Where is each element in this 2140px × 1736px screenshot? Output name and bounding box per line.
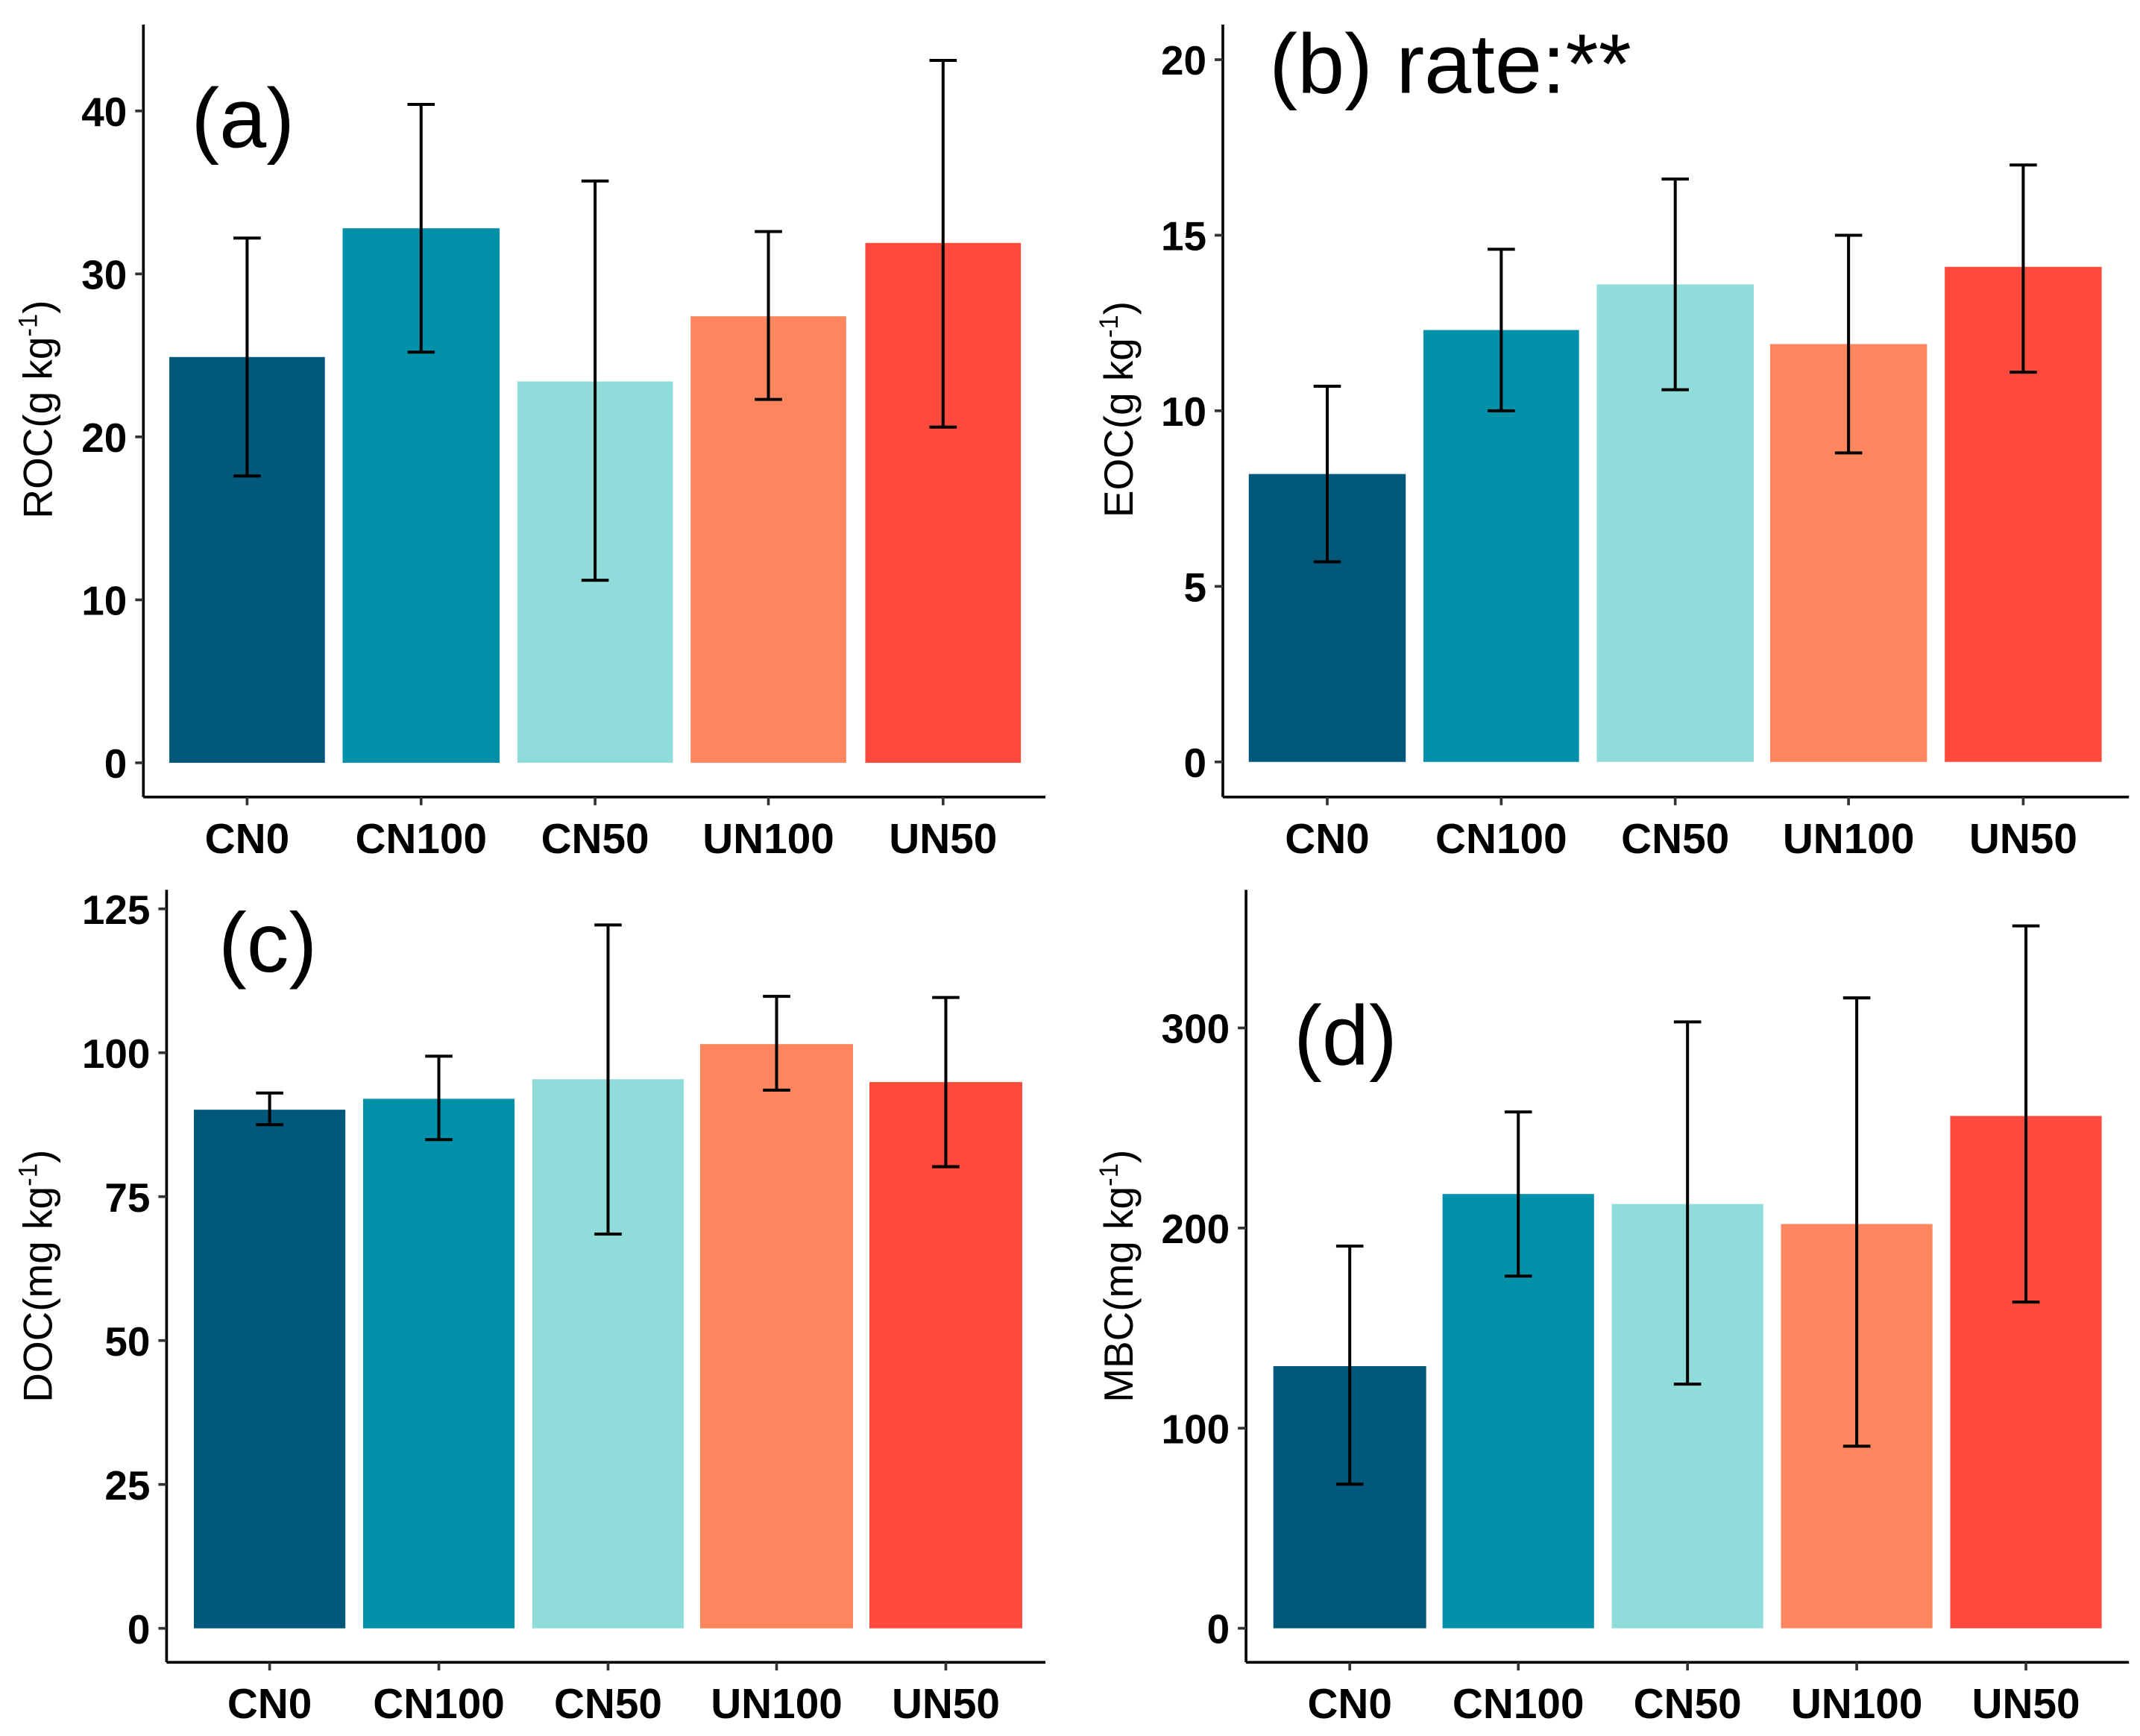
y-axis-label-close: ) [15, 300, 61, 313]
y-tick-label: 10 [81, 578, 127, 624]
error-bar [763, 995, 790, 1092]
error-bar [1335, 1244, 1364, 1486]
y-tick-label: 75 [104, 1174, 150, 1221]
y-axis-label-superscript: -1 [15, 1163, 43, 1186]
y-axis-label: ROC(g kg-1) [15, 300, 61, 518]
y-axis-label-superscript: -1 [1095, 315, 1124, 338]
y-tick-label: 20 [81, 415, 127, 461]
error-bar [1504, 1110, 1532, 1278]
y-axis-label-superscript: -1 [1095, 1163, 1124, 1186]
x-tick-label: CN0 [1307, 1681, 1391, 1728]
bar-un100 [700, 1044, 853, 1629]
error-bar [256, 1091, 283, 1127]
y-tick-label: 125 [82, 887, 151, 933]
x-tick-label: UN50 [1972, 1681, 2080, 1728]
y-axis-label-main: DOC(mg kg [15, 1186, 61, 1403]
error-bar [2010, 163, 2037, 374]
y-tick-label: 100 [1162, 1406, 1230, 1452]
x-tick-label: CN50 [541, 816, 649, 863]
y-axis-label: MBC(mg kg-1) [1095, 1150, 1142, 1403]
y-tick-label: 200 [1162, 1206, 1230, 1252]
y-tick-label: 0 [128, 1606, 151, 1652]
x-tick-label: CN100 [1453, 1681, 1584, 1728]
panel-label: (a) [191, 72, 295, 166]
x-tick-label: UN100 [1783, 816, 1915, 863]
y-axis-label-close: ) [15, 1150, 61, 1163]
x-tick-label: UN100 [702, 816, 834, 863]
y-axis-label-main: EOC(g kg [1095, 338, 1142, 518]
error-bar [932, 996, 960, 1169]
panel-b: 0 5 10 15 20 CN0 CN100 CN50 UN100 UN50 EOC(g kg-1)… [1095, 16, 2130, 863]
y-axis-label-main: MBC(mg kg [1095, 1186, 1142, 1403]
panel-label: (b) rate:** [1269, 16, 1631, 111]
x-tick-label: CN0 [1285, 816, 1369, 863]
y-tick-label: 50 [104, 1318, 150, 1365]
x-tick-label: CN50 [1621, 816, 1729, 863]
error-bar [1834, 233, 1863, 455]
error-bar [407, 103, 435, 354]
bar-un50 [869, 1082, 1022, 1629]
error-bar [581, 179, 609, 582]
y-axis-label-superscript: -1 [15, 314, 43, 337]
x-tick-label: UN50 [892, 1681, 1000, 1728]
error-bar [1661, 177, 1689, 391]
y-axis-label: EOC(g kg-1) [1095, 301, 1142, 518]
x-tick-label: UN50 [889, 816, 997, 863]
panel-label: (c) [218, 896, 317, 990]
y-tick-label: 30 [81, 251, 127, 298]
x-tick-label: CN50 [554, 1681, 662, 1728]
x-tick-label: UN100 [711, 1681, 843, 1728]
error-bar [1673, 1020, 1702, 1386]
error-bar [755, 230, 782, 401]
y-axis-label-main: ROC(g kg [15, 337, 61, 519]
x-tick-label: CN0 [205, 816, 289, 863]
error-bar [594, 923, 622, 1236]
x-tick-label: CN100 [355, 816, 487, 863]
x-tick-label: CN50 [1634, 1681, 1742, 1728]
y-axis-label: DOC(mg kg-1) [15, 1150, 61, 1403]
error-bar [425, 1054, 453, 1142]
x-tick-label: CN100 [373, 1681, 505, 1728]
panel-a: 0 10 20 30 40 CN0 CN100 CN50 UN100 UN50 ROC(g kg-1… [15, 24, 1046, 863]
y-tick-label: 0 [1207, 1606, 1230, 1652]
error-bar [1842, 996, 1871, 1448]
y-axis-label-close: ) [1095, 1150, 1142, 1163]
y-tick-label: 100 [82, 1031, 151, 1077]
y-tick-label: 0 [1183, 740, 1206, 786]
x-tick-label: CN100 [1435, 816, 1567, 863]
error-bar [2012, 924, 2040, 1304]
y-tick-label: 40 [81, 89, 127, 135]
x-tick-label: UN50 [1969, 816, 2077, 863]
panel-c: 0 25 50 75 100 125 CN0 CN100 CN50 UN100 UN50 DOC(mg… [15, 887, 1046, 1728]
y-axis-label-close: ) [1095, 301, 1142, 315]
y-tick-label: 5 [1183, 564, 1206, 610]
error-bar [1488, 248, 1515, 412]
error-bar [929, 59, 957, 429]
y-tick-label: 20 [1161, 37, 1206, 84]
y-tick-label: 25 [104, 1462, 150, 1509]
bar-cn100 [362, 1098, 515, 1629]
panel-label: (d) [1294, 989, 1397, 1084]
y-tick-label: 10 [1161, 389, 1206, 435]
y-tick-label: 15 [1161, 213, 1206, 260]
x-tick-label: UN100 [1791, 1681, 1923, 1728]
y-tick-label: 300 [1162, 1006, 1230, 1052]
x-tick-label: CN0 [227, 1681, 312, 1728]
error-bar [233, 236, 261, 478]
bar-cn0 [194, 1110, 346, 1629]
error-bar [1313, 384, 1341, 564]
panel-d: 0 100 200 300 CN0 CN100 CN50 UN100 UN50 MBC(mg kg… [1095, 890, 2130, 1728]
y-tick-label: 0 [104, 740, 128, 787]
